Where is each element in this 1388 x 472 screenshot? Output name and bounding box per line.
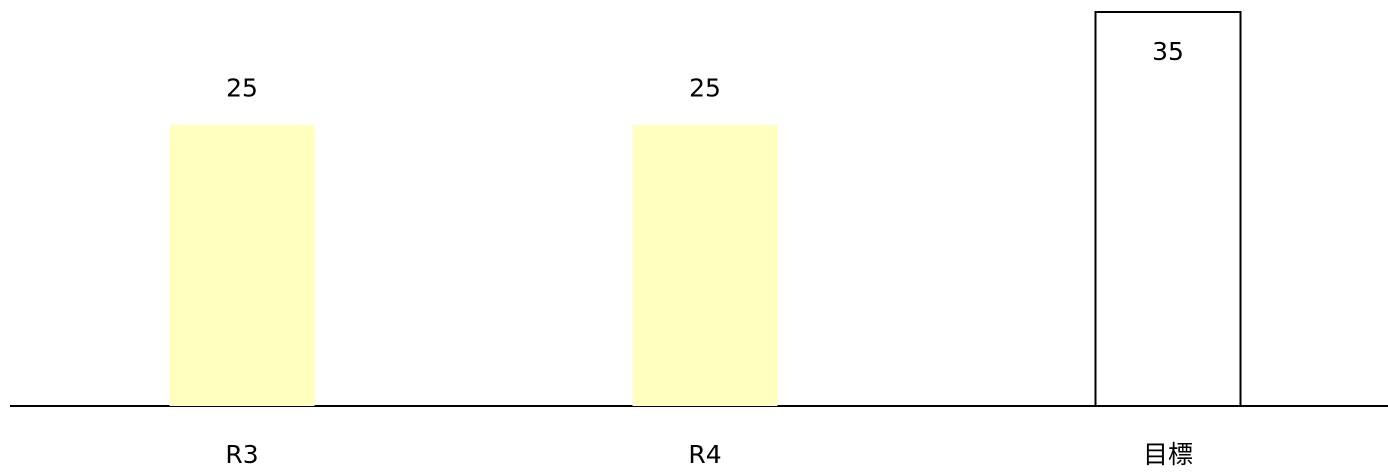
value-label: 25 bbox=[689, 74, 721, 103]
x-tick-label: R4 bbox=[688, 440, 721, 469]
bar bbox=[169, 124, 315, 407]
x-tick-label: 目標 bbox=[1143, 440, 1193, 469]
x-tick-label: R3 bbox=[225, 440, 258, 469]
bar bbox=[632, 124, 778, 407]
value-label: 25 bbox=[226, 74, 258, 103]
bar bbox=[1094, 11, 1242, 407]
value-label: 35 bbox=[1152, 37, 1184, 66]
